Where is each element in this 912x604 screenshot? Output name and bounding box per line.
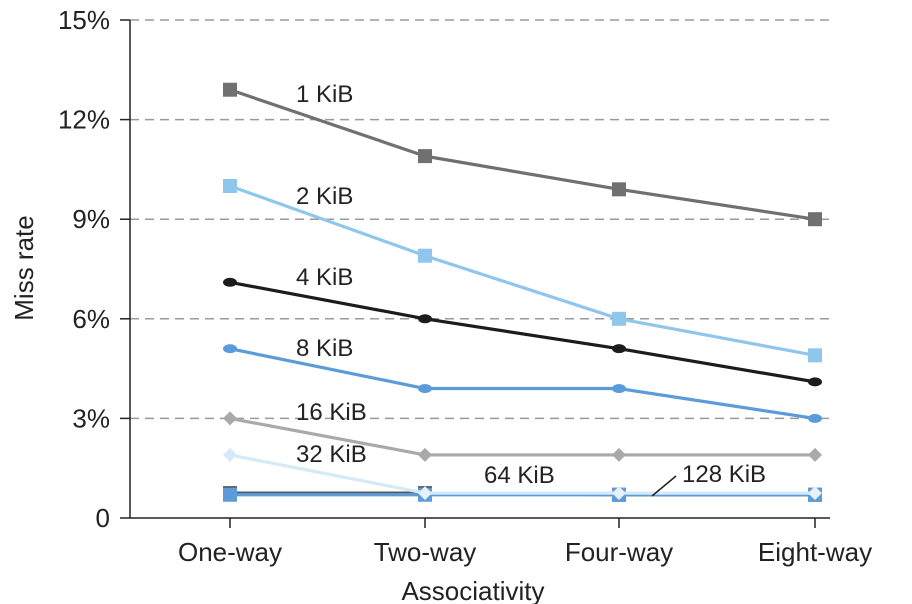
- data-point-square: [612, 182, 626, 197]
- y-axis-title: Miss rate: [9, 215, 39, 320]
- x-tick-label: Eight-way: [758, 537, 872, 567]
- x-tick-label: One-way: [178, 537, 282, 567]
- data-point-diamond: [418, 447, 432, 462]
- series-8-kib: [223, 344, 822, 423]
- y-tick-label: 9%: [72, 204, 110, 234]
- series-lines: [223, 82, 822, 502]
- y-tick-label: 0: [96, 503, 110, 533]
- data-point-square: [808, 348, 822, 363]
- data-point-circle: [808, 413, 822, 423]
- data-point-circle: [418, 384, 432, 394]
- data-point-square: [418, 248, 432, 263]
- data-point-square: [808, 212, 822, 227]
- x-axis-title: Associativity: [401, 576, 544, 604]
- series-16-kib: [223, 411, 822, 462]
- series-label: 4 KiB: [296, 264, 353, 291]
- y-tick-label: 12%: [58, 105, 110, 135]
- y-tick-label: 15%: [58, 5, 110, 35]
- data-point-square: [612, 311, 626, 326]
- data-point-square: [418, 149, 432, 164]
- data-point-square: [223, 82, 237, 97]
- series-128-kib: [223, 487, 822, 502]
- data-point-diamond: [223, 447, 237, 462]
- series-label: 16 KiB: [296, 399, 367, 426]
- data-point-diamond: [809, 487, 821, 500]
- series-1-kib: [223, 82, 822, 227]
- data-point-circle: [612, 384, 626, 394]
- y-tick-label: 3%: [72, 403, 110, 433]
- data-point-circle: [808, 377, 822, 387]
- series-2-kib: [223, 179, 822, 363]
- series-labels: 1 KiB 2 KiB 4 KiB 8 KiB 16 KiB 32 KiB 64 KiB 12…: [296, 81, 766, 497]
- series-label: 2 KiB: [296, 183, 353, 210]
- y-ticks: 0 3% 6% 9% 12% 15%: [58, 5, 130, 533]
- series-line: [229, 347, 816, 420]
- data-point-diamond: [223, 411, 237, 426]
- series-line: [229, 416, 815, 457]
- data-point-square: [223, 487, 237, 502]
- series-label: 32 KiB: [296, 441, 367, 468]
- data-point-circle: [418, 314, 432, 324]
- y-tick-label: 6%: [72, 304, 110, 334]
- data-point-circle: [612, 344, 626, 354]
- series-label: 128 KiB: [682, 461, 766, 488]
- series-label: 8 KiB: [296, 335, 353, 362]
- label-leader-line: [651, 475, 677, 497]
- series-label: 1 KiB: [296, 81, 353, 108]
- data-point-diamond: [612, 447, 626, 462]
- series-line: [229, 280, 816, 384]
- data-point-circle: [223, 344, 237, 354]
- series-label: 64 KiB: [484, 462, 555, 489]
- x-tick-label: Two-way: [374, 537, 477, 567]
- gridlines: [130, 19, 830, 420]
- data-point-square: [223, 179, 237, 193]
- series-line: [229, 184, 816, 357]
- data-point-diamond: [419, 487, 431, 500]
- series-line: [229, 453, 815, 495]
- axes: [129, 20, 830, 519]
- data-point-diamond: [613, 487, 625, 500]
- data-point-diamond: [808, 447, 822, 462]
- series-4-kib: [223, 277, 822, 387]
- series-line: [229, 88, 816, 221]
- x-tick-label: Four-way: [565, 537, 673, 567]
- data-point-circle: [223, 277, 237, 287]
- x-ticks: One-way Two-way Four-way Eight-way: [178, 518, 872, 567]
